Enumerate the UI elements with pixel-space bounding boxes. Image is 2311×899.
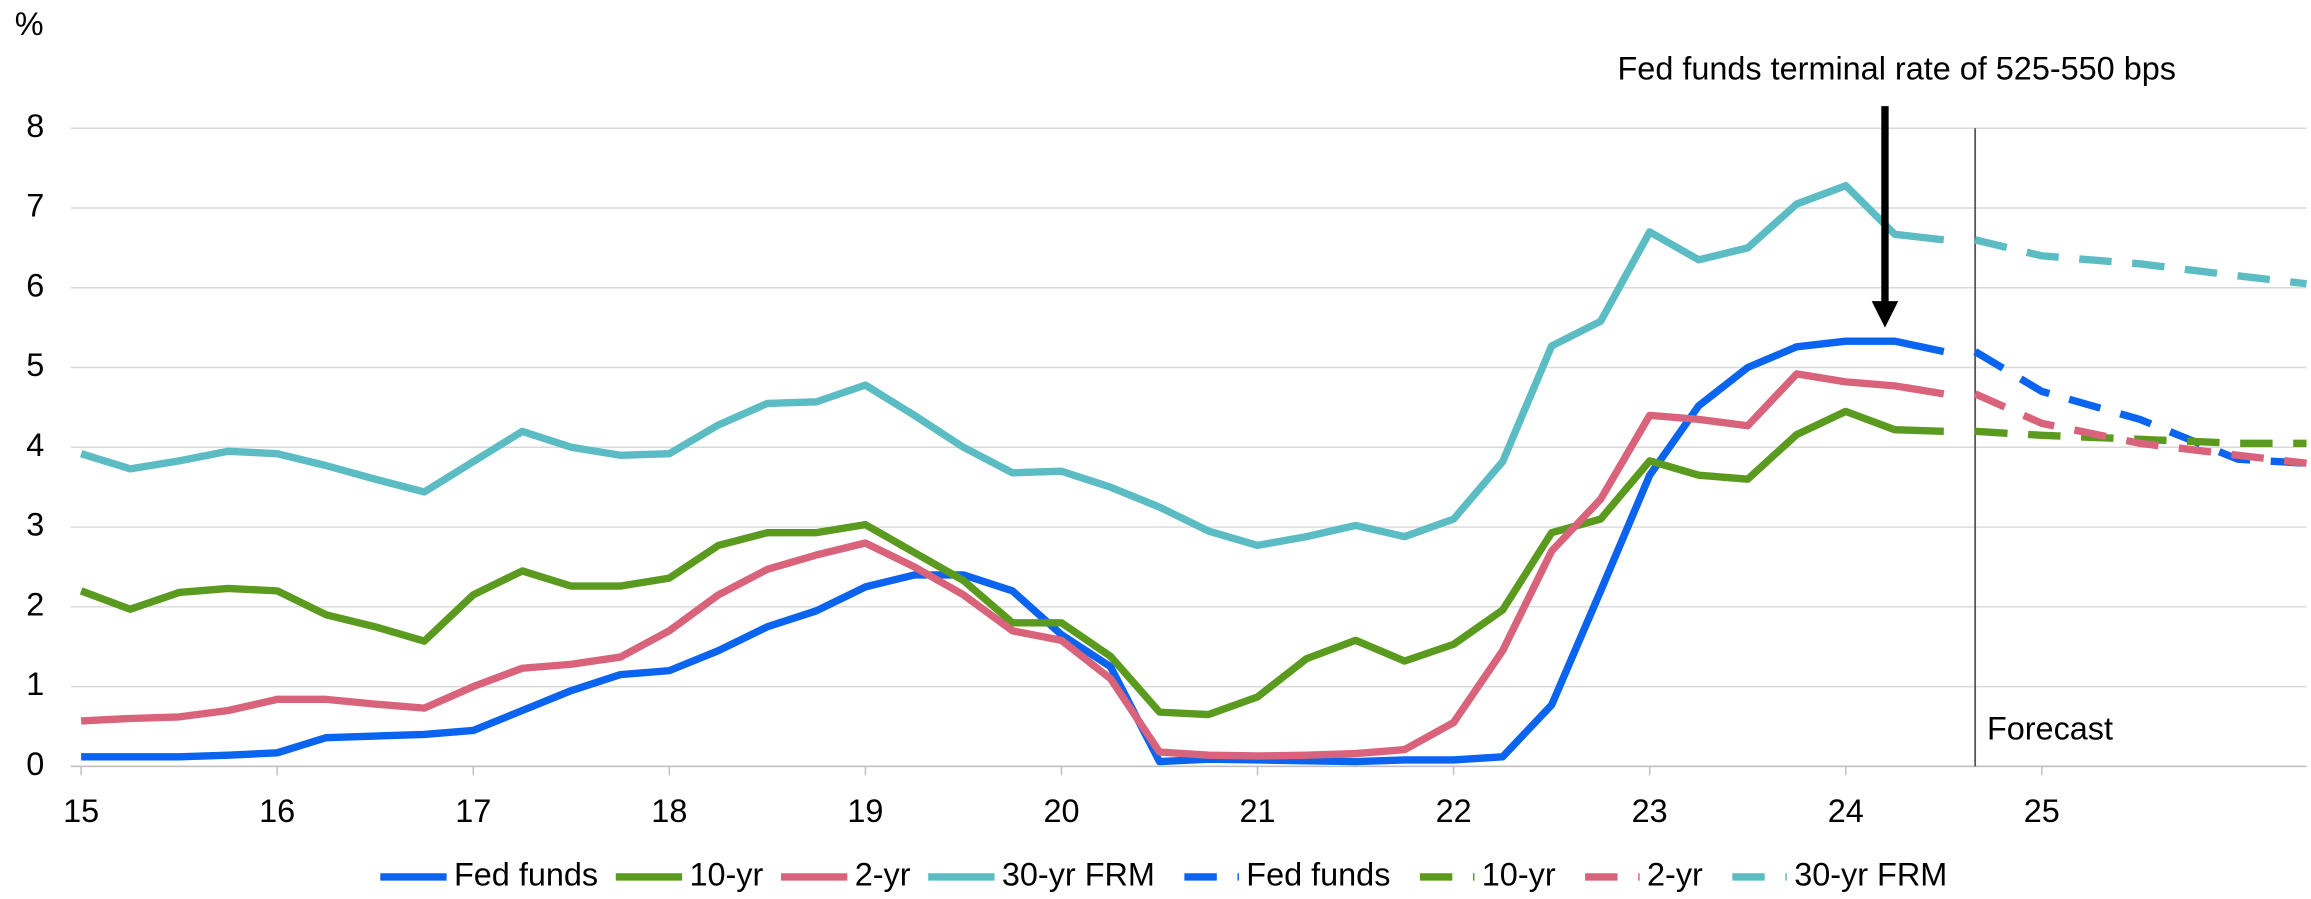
- x-tick-label: 25: [2024, 793, 2060, 829]
- legend-label: 30-yr FRM: [1794, 856, 1947, 892]
- x-tick-label: 15: [63, 793, 99, 829]
- x-tick-label: 21: [1240, 793, 1276, 829]
- y-unit: %: [15, 6, 44, 42]
- y-tick-label: 1: [26, 666, 44, 702]
- legend-label: 30-yr FRM: [1002, 856, 1155, 892]
- legend-label: 10-yr: [1482, 856, 1556, 892]
- legend-label: 2-yr: [855, 856, 911, 892]
- x-tick-label: 22: [1436, 793, 1472, 829]
- series-line: [81, 337, 1945, 766]
- x-tick-label: 24: [1828, 793, 1864, 829]
- series-line: [80, 181, 1945, 550]
- y-tick-label: 6: [26, 267, 44, 303]
- forecast-label: Forecast: [1987, 711, 2113, 747]
- y-tick-label: 2: [26, 586, 44, 622]
- y-tick-label: 3: [26, 507, 44, 543]
- series-line: [1974, 427, 2307, 447]
- x-tick-label: 19: [847, 793, 883, 829]
- x-tick-label: 18: [651, 793, 687, 829]
- legend-label: 10-yr: [689, 856, 763, 892]
- series-line: [1973, 390, 2307, 467]
- y-tick-label: 8: [26, 108, 44, 144]
- series-line: [1973, 348, 2307, 467]
- legend-label: Fed funds: [1246, 856, 1390, 892]
- y-tick-label: 0: [26, 746, 44, 782]
- series-line: [79, 407, 1944, 719]
- annotation: Fed funds terminal rate of 525-550 bps: [1618, 50, 2176, 86]
- x-tick-label: 23: [1632, 793, 1668, 829]
- series-line: [80, 370, 1945, 760]
- legend-label: Fed funds: [454, 856, 598, 892]
- x-tick-label: 17: [455, 793, 491, 829]
- annotation-arrowhead: [1871, 301, 1899, 328]
- y-tick-label: 5: [26, 347, 44, 383]
- legend-label: 2-yr: [1647, 856, 1703, 892]
- y-tick-label: 7: [26, 188, 44, 224]
- x-tick-label: 16: [259, 793, 295, 829]
- x-tick-label: 20: [1043, 793, 1079, 829]
- y-tick-label: 4: [26, 427, 44, 463]
- series-line: [1974, 236, 2307, 288]
